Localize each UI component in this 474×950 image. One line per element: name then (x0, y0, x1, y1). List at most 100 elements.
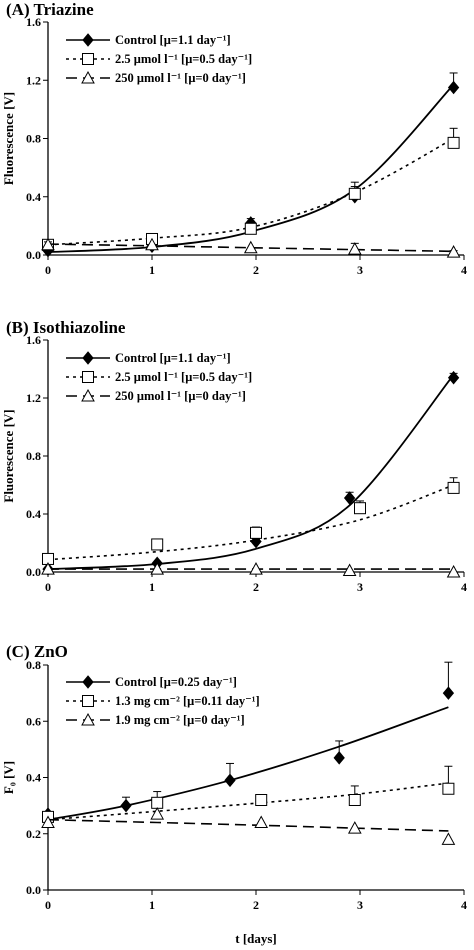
data-point (145, 237, 159, 251)
data-point (442, 686, 455, 700)
data-point (244, 222, 257, 235)
legend-label: 250 μmol l⁻¹ [μ=0 day⁻¹] (115, 389, 246, 403)
chart-panel-1: (B) Isothiazoline 0.0 0.4 0.8 1.2 1.6 0 1 2 3 4 Flu… (1, 318, 467, 594)
legend-entry-0: Control [μ=1.1 day⁻¹] (66, 33, 231, 47)
series-0 (42, 661, 455, 821)
x-tick-label: 4 (461, 263, 467, 277)
data-point (447, 80, 460, 95)
y-axis-label: Fluorescence [V] (1, 409, 16, 502)
y-tick-label: 0.4 (26, 771, 41, 785)
y-tick-label: 0.8 (26, 449, 41, 463)
data-point (354, 502, 366, 515)
y-tick-label: 1.2 (26, 73, 41, 87)
series-1 (42, 127, 460, 251)
series-fit-line (47, 484, 454, 561)
legend-entry-0: Control [μ=0.25 day⁻¹] (66, 675, 237, 689)
data-point (447, 370, 460, 385)
data-point (151, 538, 164, 551)
data-point (446, 564, 461, 578)
y-tick-label: 0.8 (26, 658, 41, 672)
x-tick-label: 3 (357, 898, 363, 912)
y-tick-label: 0.0 (26, 565, 41, 579)
data-point (348, 187, 361, 200)
x-tick-label: 0 (45, 580, 51, 594)
data-point (343, 491, 356, 505)
x-tick-label: 1 (149, 580, 155, 594)
x-tick-label: 1 (149, 898, 155, 912)
y-tick-label: 0.6 (26, 714, 41, 728)
x-tick-label: 2 (253, 263, 259, 277)
chart-title: (C) ZnO (6, 642, 68, 661)
data-point (442, 782, 455, 795)
y-axis-label: F₀ [V] (1, 761, 16, 794)
legend-entry-2: 250 μmol l⁻¹ [μ=0 day⁻¹] (66, 388, 246, 403)
data-point (446, 245, 461, 258)
data-point (150, 562, 165, 575)
x-tick-label: 4 (461, 580, 467, 594)
legend-marker (81, 388, 95, 402)
data-point (333, 751, 345, 765)
y-tick-label: 0.8 (26, 132, 41, 146)
y-tick-label: 1.6 (26, 333, 41, 347)
legend-entry-1: 1.3 mg cm⁻² [μ=0.11 day⁻¹] (66, 694, 260, 708)
data-point (41, 815, 55, 828)
chart-panel-0: (A) Triazine 0.0 0.4 0.8 1.2 1.6 0 1 2 3 4 Fluoresc… (1, 0, 467, 277)
legend-marker (82, 695, 94, 707)
legend-marker (82, 371, 94, 383)
series-2 (41, 562, 461, 578)
data-point (243, 240, 258, 254)
x-tick-label: 2 (253, 580, 259, 594)
legend-entry-1: 2.5 μmol l⁻¹ [μ=0.5 day⁻¹] (66, 52, 252, 66)
y-tick-label: 0.2 (26, 827, 41, 841)
data-point (441, 832, 456, 845)
legend-marker (82, 351, 94, 365)
data-point (347, 242, 362, 255)
legend-marker (81, 712, 95, 726)
chart-panel-2: (C) ZnO 0.0 0.2 0.4 0.6 0.8 0 1 2 3 4 F₀ [V] t [days… (1, 642, 467, 946)
legend-entry-1: 2.5 μmol l⁻¹ [μ=0.5 day⁻¹] (66, 370, 252, 384)
data-point (249, 562, 263, 575)
x-axis-label: t [days] (235, 931, 277, 946)
data-point (348, 794, 361, 806)
legend-entry-0: Control [μ=1.1 day⁻¹] (66, 351, 231, 365)
legend-label: 2.5 μmol l⁻¹ [μ=0.5 day⁻¹] (115, 370, 252, 384)
legend-label: 2.5 μmol l⁻¹ [μ=0.5 day⁻¹] (115, 52, 252, 66)
legend-label: 1.3 mg cm⁻² [μ=0.11 day⁻¹] (115, 694, 260, 708)
x-tick-label: 3 (357, 580, 363, 594)
series-0 (42, 370, 460, 576)
y-tick-label: 1.2 (26, 391, 41, 405)
data-point (447, 136, 460, 149)
legend-label: 1.9 mg cm⁻² [μ=0 day⁻¹] (115, 713, 245, 727)
series-2 (41, 237, 461, 258)
legend-label: Control [μ=1.1 day⁻¹] (115, 33, 231, 47)
y-tick-label: 1.6 (26, 15, 41, 29)
x-tick-label: 1 (149, 263, 155, 277)
data-point (255, 794, 268, 806)
x-tick-label: 0 (45, 898, 51, 912)
series-fit-line (47, 374, 455, 570)
x-tick-label: 4 (461, 898, 467, 912)
legend-entry-2: 1.9 mg cm⁻² [μ=0 day⁻¹] (66, 712, 245, 727)
chart-title: (B) Isothiazoline (6, 318, 126, 337)
series-2 (41, 807, 456, 845)
legend-marker (81, 70, 95, 84)
data-point (41, 562, 55, 575)
data-point (120, 798, 132, 813)
y-axis-label: Fluorescence [V] (1, 92, 16, 185)
legend-marker (82, 53, 94, 65)
legend-label: Control [μ=0.25 day⁻¹] (115, 675, 237, 689)
data-point (150, 807, 165, 820)
series-fit-line (47, 782, 449, 821)
legend-label: Control [μ=1.1 day⁻¹] (115, 351, 231, 365)
series-1 (42, 477, 460, 565)
data-point (151, 796, 164, 809)
legend-label: 250 μmol l⁻¹ [μ=0 day⁻¹] (115, 71, 246, 85)
y-tick-label: 0.0 (26, 883, 41, 897)
y-tick-label: 0.4 (26, 190, 41, 204)
data-point (224, 773, 236, 788)
data-point (342, 563, 357, 577)
data-point (254, 815, 269, 828)
series-fit-line (47, 706, 449, 821)
y-tick-label: 0.4 (26, 507, 41, 521)
